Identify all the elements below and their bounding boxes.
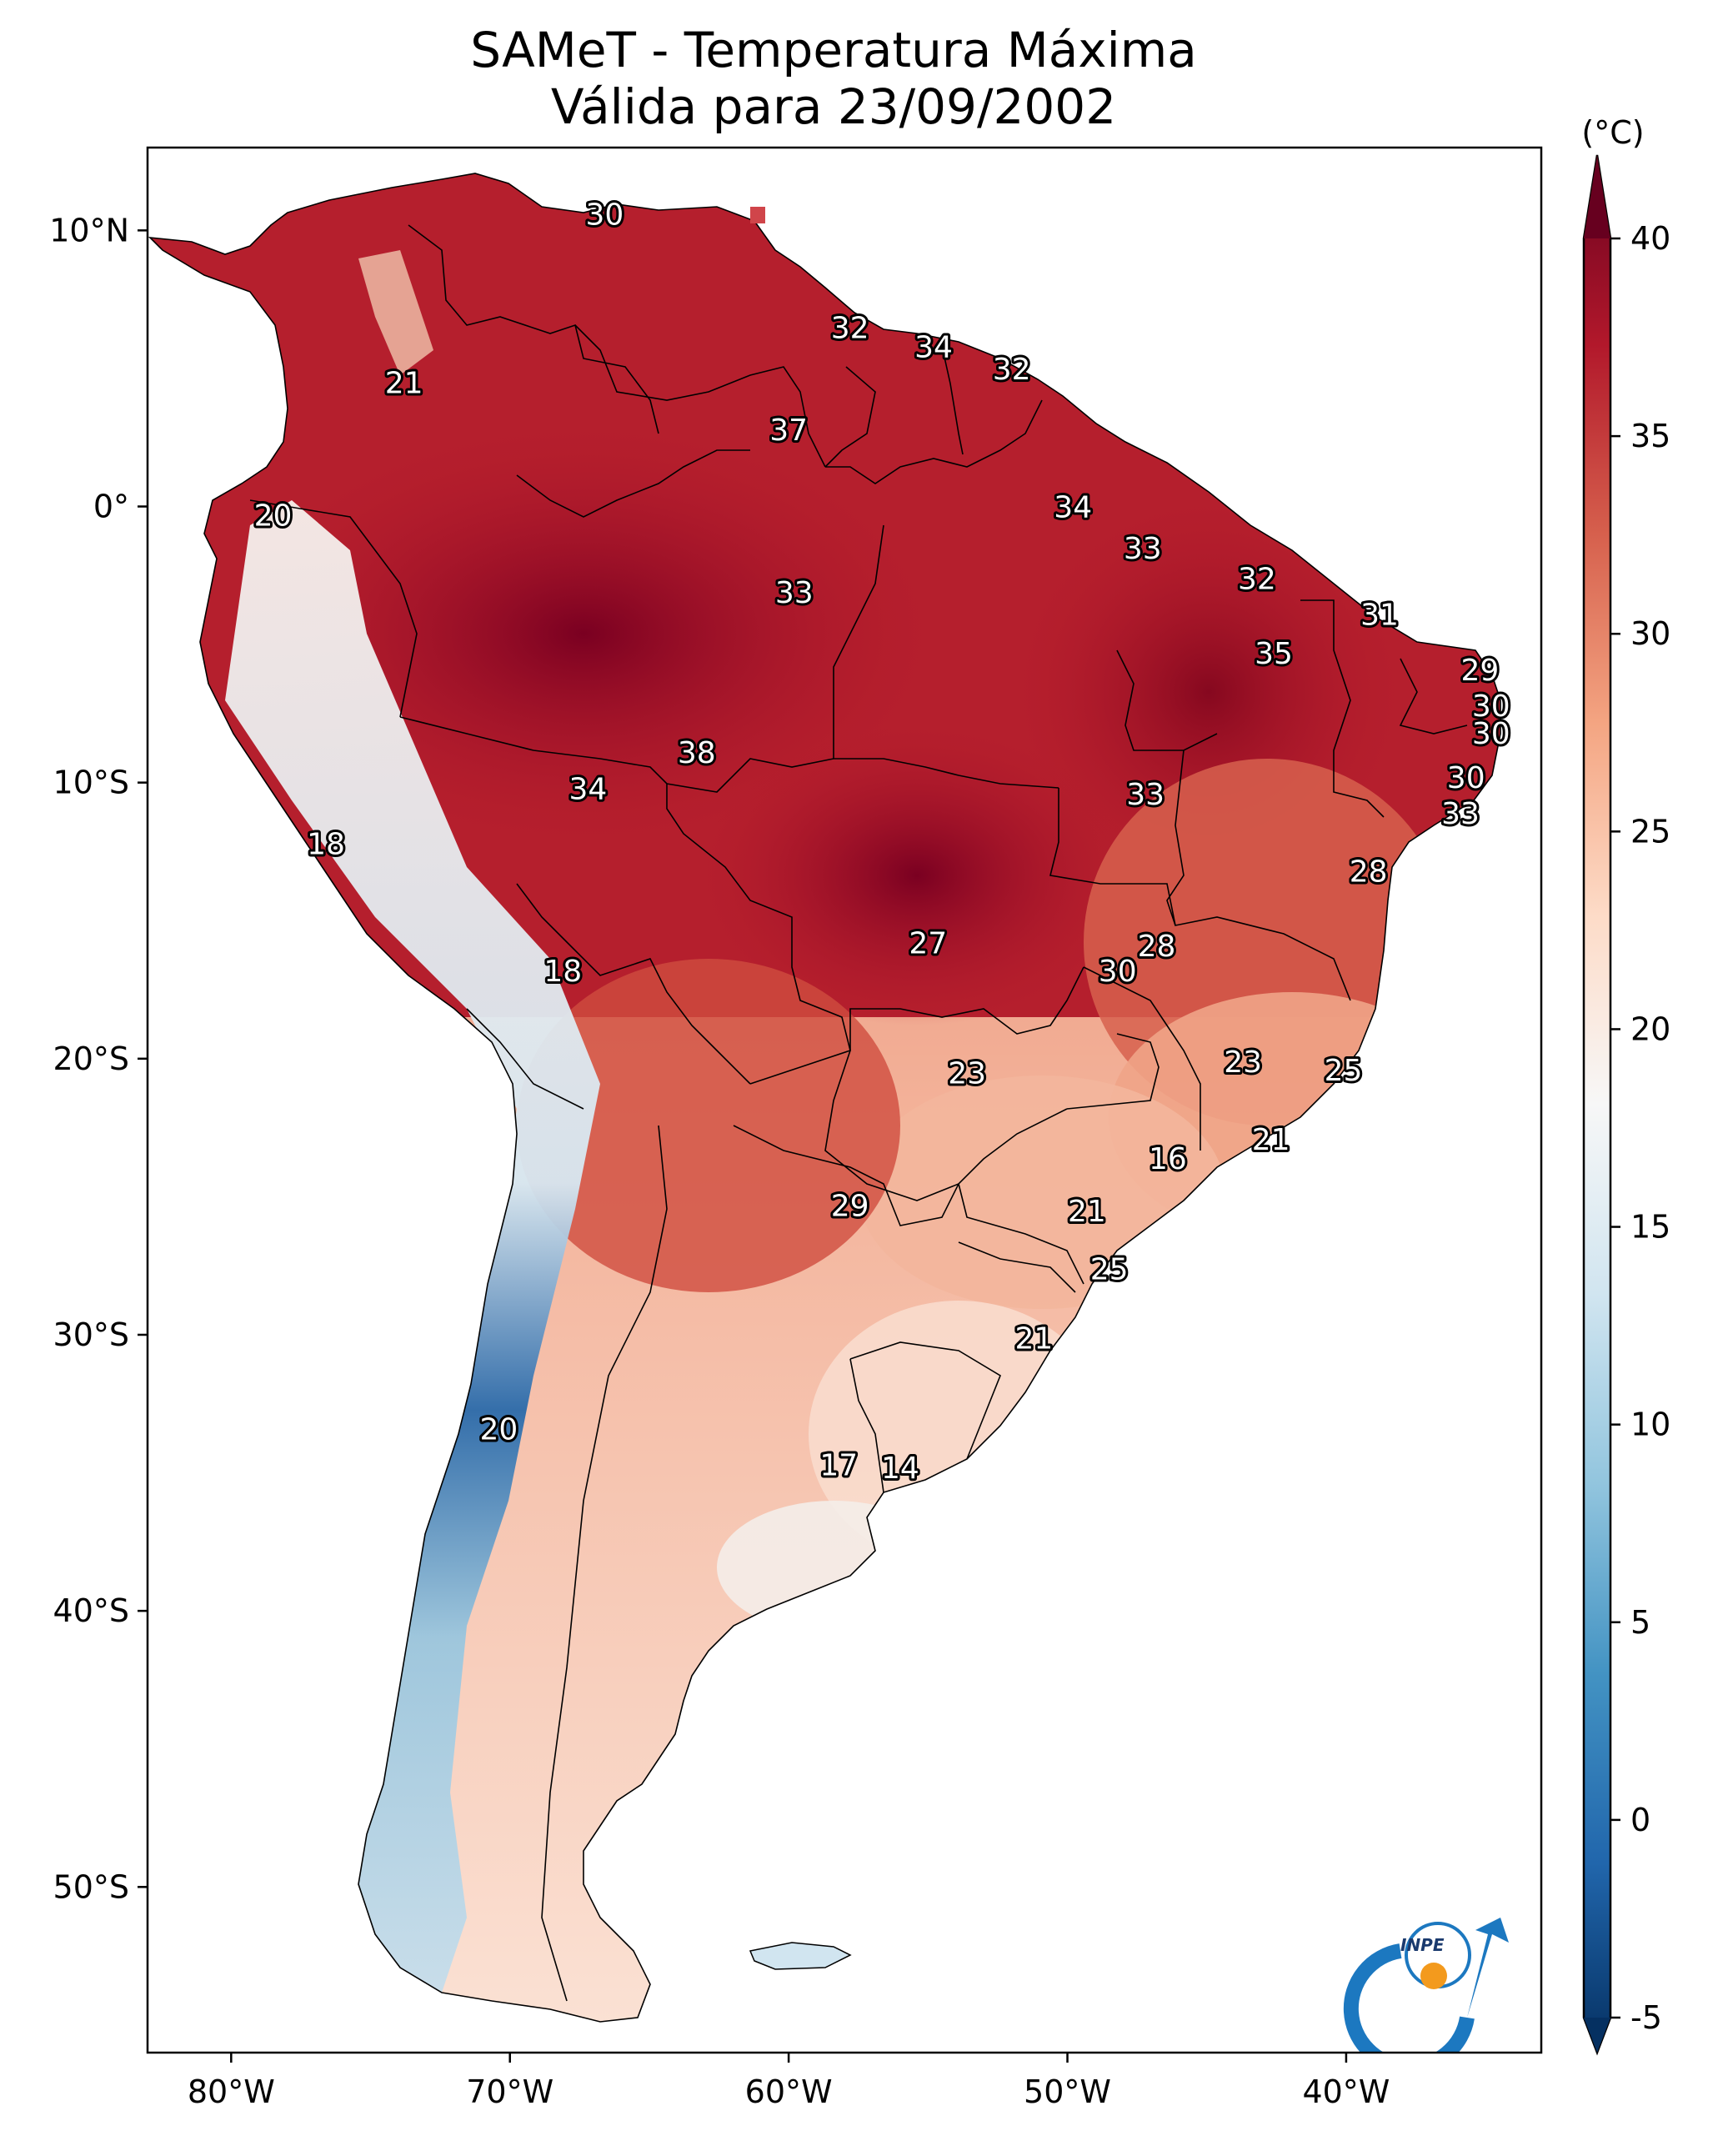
colorbar-tick-label: 40	[1630, 220, 1670, 257]
colorbar-tick-label: 30	[1630, 615, 1670, 652]
temperature-label: 20	[254, 499, 293, 533]
colorbar-tick-label: 10	[1630, 1406, 1670, 1443]
temperature-label: 30	[1447, 761, 1485, 795]
temperature-label: 20	[479, 1413, 518, 1447]
temperature-label: 21	[1014, 1321, 1053, 1356]
longitude-axis: 80°W 70°W 60°W 50°W 40°W	[188, 2053, 1390, 2110]
colorbar-tick-label: -5	[1630, 1999, 1662, 2036]
colorbar: (°C) 40 35 30 25 20 15 10 5 0 -5	[1581, 114, 1670, 2056]
lat-tick-label: 0°	[93, 489, 129, 525]
latitude-axis: 10°N 0° 10°S 20°S 30°S 40°S 50°S	[49, 212, 148, 1905]
temperature-label: 33	[1441, 797, 1480, 831]
colorbar-gradient	[1582, 154, 1612, 2056]
temperature-label: 30	[1472, 717, 1510, 751]
map-frame	[146, 146, 1543, 2054]
logo-text: INPE	[1400, 1935, 1445, 1955]
temperature-label: 30	[1099, 955, 1137, 989]
temperature-label: 28	[1138, 930, 1176, 964]
temperature-label: 25	[1090, 1253, 1129, 1287]
temperature-label: 21	[1252, 1123, 1290, 1157]
temperature-label: 21	[385, 366, 423, 400]
temperature-label: 16	[1149, 1142, 1187, 1176]
temperature-label: 25	[1325, 1054, 1363, 1088]
temperature-label: 32	[831, 311, 869, 345]
temperature-label: 18	[543, 955, 582, 989]
temperature-label: 27	[909, 927, 947, 961]
temperature-label: 33	[1124, 532, 1162, 566]
colorbar-tick-label: 15	[1630, 1209, 1670, 1246]
lat-tick-label: 20°S	[53, 1040, 129, 1077]
country-borders	[249, 224, 1468, 2002]
colorbar-min-extension	[1584, 2018, 1610, 2053]
temperature-label: 38	[678, 736, 716, 770]
map-title-line2: Válida para 23/09/2002	[551, 78, 1116, 135]
temperature-label: 21	[1068, 1195, 1106, 1229]
colorbar-tick-label: 25	[1630, 813, 1670, 850]
lat-tick-label: 10°S	[53, 765, 129, 801]
temperature-label: 17	[819, 1449, 858, 1483]
temperature-label: 34	[914, 330, 953, 364]
lon-tick-label: 60°W	[745, 2073, 833, 2110]
lat-tick-label: 10°N	[49, 212, 129, 248]
lat-tick-label: 50°S	[53, 1868, 129, 1905]
colorbar-tick-label: 20	[1630, 1010, 1670, 1047]
temperature-label: 29	[831, 1189, 869, 1223]
lat-tick-label: 40°S	[53, 1592, 129, 1629]
colorbar-tick-label: 35	[1630, 418, 1670, 454]
falkland-islands	[749, 1942, 852, 1970]
temperature-label: 30	[586, 198, 624, 232]
temperature-label: 35	[1255, 637, 1293, 671]
colorbar-unit-label: (°C)	[1581, 114, 1644, 151]
map-title-line1: SAMeT - Temperatura Máxima	[470, 22, 1197, 78]
logo-sun-icon	[1420, 1963, 1447, 1989]
temperature-label: 23	[1224, 1045, 1262, 1080]
lon-tick-label: 80°W	[188, 2073, 275, 2110]
temperature-label: 33	[775, 576, 814, 610]
colorbar-ticks: 40 35 30 25 20 15 10 5 0 -5	[1610, 220, 1670, 2036]
colorbar-tick-label: 0	[1630, 1802, 1650, 1838]
temperature-label: 34	[1054, 491, 1092, 525]
temperature-label: 23	[948, 1056, 986, 1091]
temperature-label: 33	[1126, 778, 1165, 812]
lon-tick-label: 40°W	[1302, 2073, 1390, 2110]
temperature-label: 32	[993, 353, 1031, 387]
lat-tick-label: 30°S	[53, 1316, 129, 1353]
temperature-label: 28	[1350, 855, 1388, 890]
lon-tick-label: 50°W	[1024, 2073, 1111, 2110]
coastline	[148, 173, 1501, 2023]
temperature-label: 34	[568, 772, 607, 806]
temperature-label: 31	[1360, 599, 1399, 633]
island-trinidad	[750, 207, 765, 223]
temperature-label: 29	[1461, 654, 1500, 688]
temperature-label: 18	[307, 828, 345, 862]
temperature-label: 37	[769, 414, 808, 448]
colorbar-max-extension	[1584, 155, 1610, 238]
colorbar-tick-label: 5	[1630, 1604, 1650, 1641]
lon-tick-label: 70°W	[466, 2073, 553, 2110]
temperature-label: 30	[1472, 689, 1510, 724]
inpe-logo: INPE	[1343, 1918, 1509, 2053]
temperature-label: 14	[881, 1452, 919, 1486]
temperature-label: 32	[1238, 563, 1276, 597]
